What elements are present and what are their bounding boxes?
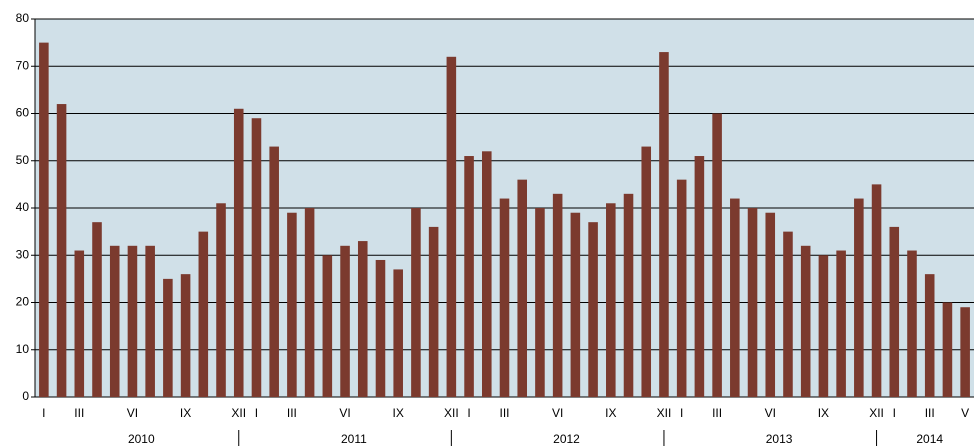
bar [712, 113, 722, 397]
bar [889, 226, 900, 397]
bar [960, 307, 970, 397]
x-tick-label: III [925, 406, 935, 420]
bar [659, 52, 669, 397]
bar [588, 222, 598, 397]
x-tick-label: VI [127, 406, 138, 420]
x-tick-label: IX [818, 406, 829, 420]
year-label: 2012 [553, 432, 580, 446]
bar [39, 42, 49, 397]
year-label: 2011 [341, 432, 367, 446]
bar [854, 198, 864, 397]
bar [251, 118, 262, 397]
bar [56, 104, 67, 398]
bar [694, 156, 705, 397]
bar [942, 302, 953, 397]
y-tick-label: 70 [16, 58, 30, 72]
bar [127, 245, 138, 397]
x-tick-label: I [42, 406, 45, 420]
bar [783, 231, 793, 397]
bar [322, 255, 333, 397]
bar [535, 208, 545, 397]
x-tick-label: XII [869, 406, 884, 420]
x-tick-label: V [961, 406, 969, 420]
bar [871, 184, 882, 397]
year-label: 2010 [128, 432, 155, 446]
bar [676, 179, 687, 397]
x-tick-label: XII [657, 406, 672, 420]
x-tick-label: I [680, 406, 683, 420]
bar [287, 212, 297, 397]
y-tick-label: 80 [16, 11, 30, 25]
bar [375, 259, 386, 397]
bar [517, 179, 528, 397]
x-tick-label: VI [552, 406, 563, 420]
x-tick-label: III [712, 406, 722, 420]
bar [145, 245, 155, 397]
bar [92, 222, 102, 397]
y-tick-label: 40 [16, 200, 30, 214]
x-tick-label: III [287, 406, 297, 420]
x-tick-label: IX [605, 406, 616, 420]
bar [747, 208, 758, 397]
x-tick-label: I [893, 406, 896, 420]
x-tick-label: VI [765, 406, 776, 420]
y-tick-label: 60 [16, 106, 30, 120]
x-tick-label: III [74, 406, 84, 420]
y-tick-label: 50 [16, 153, 30, 167]
x-tick-label: VI [339, 406, 350, 420]
bar [198, 231, 209, 397]
bar [340, 245, 350, 397]
bar [499, 198, 510, 397]
bar [269, 146, 279, 397]
bar [163, 278, 173, 397]
x-tick-label: IX [180, 406, 191, 420]
bar [481, 151, 492, 397]
bar [74, 250, 85, 397]
bar [730, 198, 740, 397]
bar [818, 255, 829, 397]
bar [907, 250, 917, 397]
x-tick-label: XII [231, 406, 246, 420]
bar [800, 245, 811, 397]
x-tick-label: IX [393, 406, 404, 420]
bar [304, 208, 315, 397]
bar [641, 146, 652, 397]
bar [180, 274, 191, 397]
bar [446, 56, 457, 398]
x-tick-label: I [467, 406, 470, 420]
y-tick-label: 20 [16, 295, 30, 309]
x-tick-label: I [255, 406, 258, 420]
bar [552, 193, 563, 397]
bar [393, 269, 403, 397]
bar [924, 274, 935, 397]
bar [765, 212, 776, 397]
bar [464, 156, 474, 397]
year-label: 2013 [766, 432, 793, 446]
y-tick-label: 10 [16, 342, 30, 356]
bar [216, 203, 226, 397]
year-label: 2014 [916, 432, 943, 446]
x-tick-label: III [499, 406, 509, 420]
bar [411, 208, 421, 397]
bar [836, 250, 846, 397]
y-tick-label: 30 [16, 247, 30, 261]
y-tick-label: 0 [22, 389, 29, 403]
bar [623, 193, 634, 397]
bar [570, 212, 581, 397]
bar [606, 203, 616, 397]
bar [233, 108, 244, 398]
bar [109, 245, 120, 397]
x-tick-label: XII [444, 406, 459, 420]
bar [428, 226, 439, 397]
bar [357, 241, 368, 397]
